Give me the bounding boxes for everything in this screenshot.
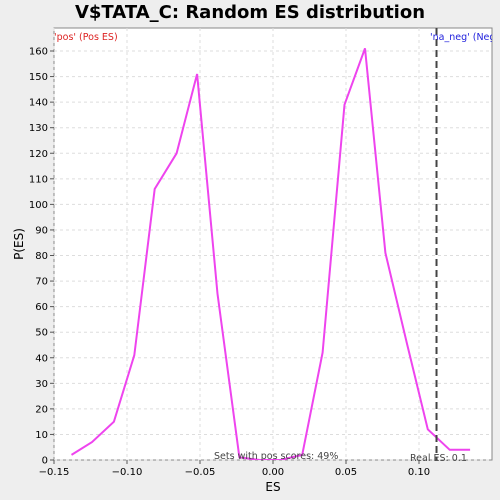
- y-tick-label: 150: [29, 72, 48, 83]
- pos-scores-annotation: Sets with pos scores: 49%: [214, 451, 338, 462]
- y-tick-label: 100: [29, 200, 48, 211]
- y-tick-label: 0: [42, 456, 48, 467]
- y-tick-label: 70: [35, 277, 48, 288]
- y-tick-label: 160: [29, 47, 48, 58]
- y-tick-label: 110: [29, 174, 48, 185]
- x-tick-label: 0.00: [262, 467, 284, 478]
- chart-title: V$TATA_C: Random ES distribution: [75, 2, 425, 23]
- x-tick-label: −0.10: [112, 467, 143, 478]
- y-tick-label: 50: [35, 328, 48, 339]
- y-tick-label: 130: [29, 123, 48, 134]
- x-tick-label: 0.10: [408, 467, 430, 478]
- y-tick-label: 10: [35, 430, 48, 441]
- y-tick-label: 90: [35, 225, 48, 236]
- x-tick-label: 0.05: [335, 467, 357, 478]
- y-tick-label: 140: [29, 98, 48, 109]
- y-axis-label: P(ES): [12, 228, 26, 260]
- y-tick-label: 60: [35, 302, 48, 313]
- y-axis: 0 10 20 30 40 50 60 70 80 90 100 110 120 130 140 150 160: [29, 47, 54, 467]
- real-es-annotation: Real ES: 0.1: [410, 453, 467, 464]
- x-axis-label: ES: [265, 480, 280, 494]
- neg-annotation: 'na_neg' (Neg ES): [430, 32, 500, 43]
- x-tick-label: −0.05: [185, 467, 216, 478]
- x-tick-label: −0.15: [39, 467, 70, 478]
- y-tick-label: 40: [35, 353, 48, 364]
- x-axis: −0.15 −0.10 −0.05 0.00 0.05 0.10: [39, 460, 430, 478]
- y-tick-label: 120: [29, 149, 48, 160]
- series-line: [70, 48, 471, 460]
- y-tick-label: 80: [35, 251, 48, 262]
- y-tick-label: 30: [35, 379, 48, 390]
- pos-annotation: 'pos' (Pos ES): [54, 32, 118, 43]
- y-tick-label: 20: [35, 404, 48, 415]
